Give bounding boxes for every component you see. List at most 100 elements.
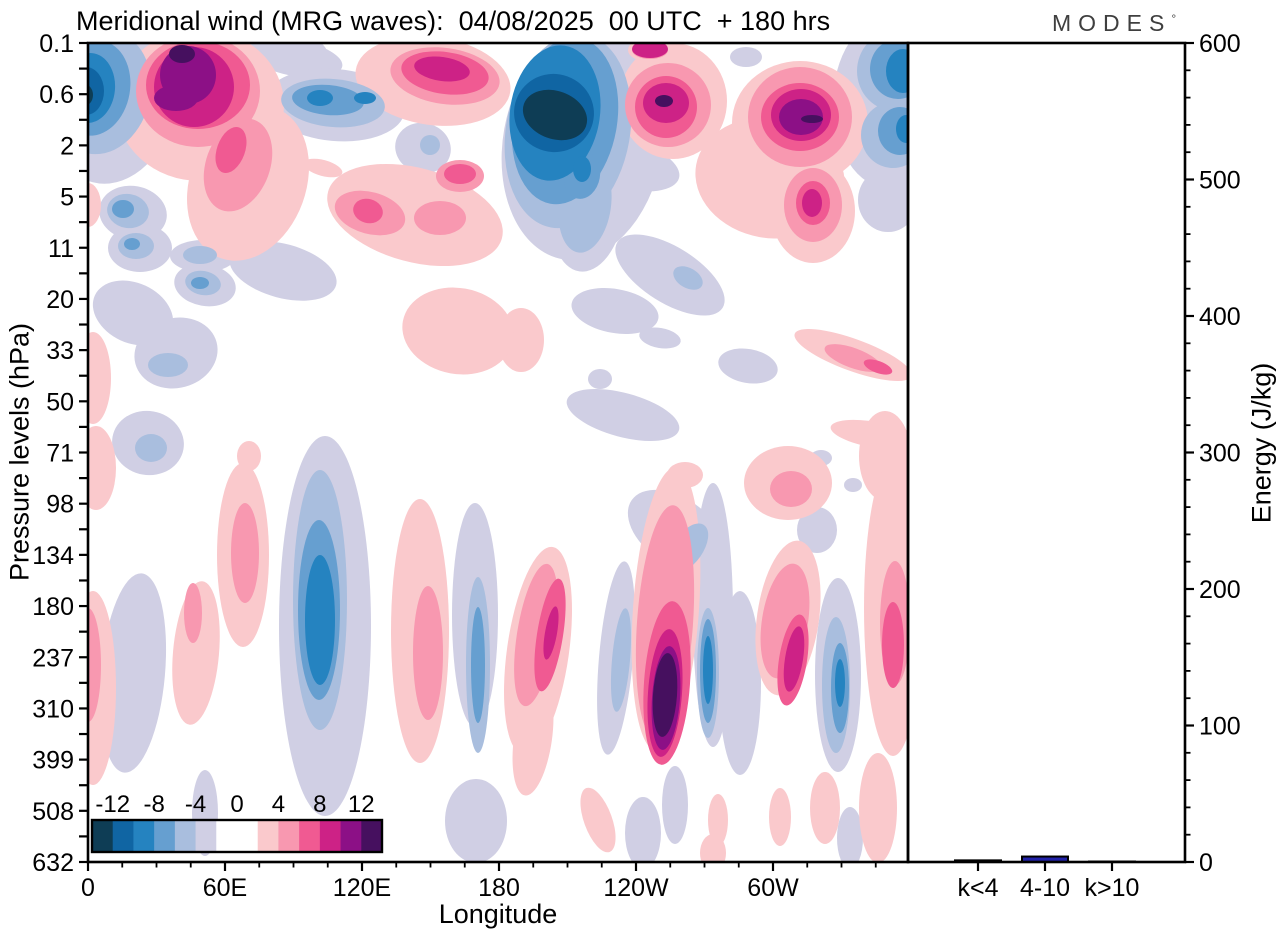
longitude-tick-label: 120W (603, 874, 669, 902)
modes-logo-degree-mark: ° (1171, 11, 1177, 26)
energy-tick-label: 400 (1199, 303, 1241, 331)
colorbar-tick-label: -4 (185, 791, 206, 818)
pressure-tick-label: 50 (46, 388, 74, 416)
contour-blob-p1 (700, 834, 726, 862)
energy-tick-label: 100 (1199, 713, 1241, 741)
contour-blob-p3 (353, 198, 383, 224)
contour-blob-b1 (837, 807, 863, 862)
energy-tick-label: 500 (1199, 167, 1241, 195)
colorbar-segment (257, 820, 280, 852)
contour-blob-p2 (770, 471, 812, 507)
contour-blob-b2 (135, 434, 167, 462)
energy-tick-label: 200 (1199, 576, 1241, 604)
colorbar-segment (340, 820, 362, 852)
pressure-tick-label: 20 (46, 286, 74, 314)
contour-blob-b4 (835, 659, 845, 707)
colorbar: -12 -8 -4 0 4 8 12 (90, 791, 384, 854)
contour-blob-b5 (88, 67, 104, 115)
contour-blob-p1 (88, 332, 111, 424)
contour-blob-p1 (708, 794, 728, 846)
contour-blob-b1 (797, 507, 837, 553)
contour-blob-p6 (169, 45, 195, 63)
contour-blob-p1 (512, 680, 554, 796)
colorbar-segment (195, 820, 217, 852)
contour-blob-p3 (215, 126, 247, 174)
pressure-tick-label: 98 (46, 491, 74, 519)
pressure-tick-label: 310 (32, 695, 74, 723)
energy-tick-label: 0 (1199, 849, 1213, 877)
colorbar-segment (361, 820, 383, 852)
contour-blob-p5 (154, 85, 198, 111)
contour-blob-p1 (580, 787, 616, 853)
contour-blob-p6 (652, 653, 678, 737)
wavenumber-tick-label: k<4 (957, 874, 998, 902)
contour-blob-p2 (231, 503, 259, 603)
contour-blob-b2 (610, 608, 632, 712)
contour-blob-b2 (183, 246, 217, 264)
longitude-tick-label: 180 (478, 874, 520, 902)
contour-blob-b6 (522, 89, 588, 141)
contour-blob-b3 (191, 277, 209, 289)
contour-blob-p1 (402, 287, 514, 375)
colorbar-segment (278, 820, 300, 852)
contour-blob-b1 (639, 327, 681, 349)
pressure-tick-label: 180 (32, 593, 74, 621)
contour-blob-b4 (896, 115, 908, 143)
energy-tick-label: 300 (1199, 440, 1241, 468)
contour-blob-b4 (886, 49, 908, 93)
contour-blob-b1 (718, 348, 778, 384)
pressure-tick-label: 399 (32, 747, 74, 775)
pressure-tick-label: 5 (60, 184, 74, 212)
chart-title: Meridional wind (MRG waves): 04/08/2025 … (76, 6, 831, 36)
contour-blob-p1 (88, 183, 101, 227)
contour-blob-b2 (673, 266, 703, 290)
contour-blob-b4 (305, 555, 335, 685)
contour-blob-b3 (471, 607, 485, 723)
energy-tick-label: 600 (1199, 30, 1241, 58)
longitude-tick-label: 60E (203, 874, 247, 902)
contour-blob-b1 (844, 478, 862, 492)
pressure-axis-label: Pressure levels (hPa) (4, 322, 35, 582)
colorbar-segment (216, 820, 238, 852)
contour-blob-b1 (719, 591, 761, 775)
contour-blob-p2 (88, 608, 101, 722)
contour-blob-p2 (414, 201, 466, 235)
pressure-tick-label: 33 (46, 337, 74, 365)
colorbar-segment (174, 820, 197, 852)
contour-blob-p4 (414, 56, 470, 82)
contour-blob-p6 (801, 115, 823, 123)
longitude-axis-label: Longitude (438, 899, 558, 929)
colorbar-tick-label: 4 (272, 791, 285, 818)
colorbar-tick-label: 8 (313, 791, 326, 818)
pressure-tick-label: 0.6 (39, 81, 74, 109)
contour-blob-p3 (863, 359, 893, 375)
contour-blob-b1 (588, 369, 612, 389)
pressure-tick-label: 237 (32, 644, 74, 672)
pressure-tick-label: 632 (32, 849, 74, 877)
energy-panel-frame (906, 41, 1187, 864)
contour-blob-p1 (859, 753, 897, 862)
pressure-tick-label: 508 (32, 798, 74, 826)
colorbar-tick-label: 0 (230, 791, 243, 818)
contour-blob-p6 (655, 95, 673, 107)
contour-blob-p1 (810, 772, 840, 844)
colorbar-segment (319, 820, 342, 852)
wavenumber-tick-label: 4-10 (1020, 874, 1070, 902)
longitude-tick-label: 120E (333, 874, 391, 902)
contour-blob-b1 (730, 47, 762, 67)
contour-blob-p2 (184, 583, 202, 643)
modes-logo: MODES° (1052, 10, 1176, 37)
longitude-tick-label: 60W (747, 874, 799, 902)
pressure-tick-label: 134 (32, 542, 74, 570)
energy-axis-label: Energy (J/kg) (1246, 362, 1277, 524)
contour-blob-b1 (662, 766, 688, 844)
contour-blob-p4 (543, 606, 559, 660)
contour-blob-b4 (703, 636, 713, 704)
wavenumber-tick-label: k>10 (1085, 874, 1140, 902)
contour-blob-p4 (783, 626, 805, 692)
contour-blob-b1 (615, 234, 725, 316)
contour-blob-p1 (769, 788, 791, 846)
contour-blob-p4 (632, 43, 668, 58)
colorbar-segment (299, 820, 321, 852)
